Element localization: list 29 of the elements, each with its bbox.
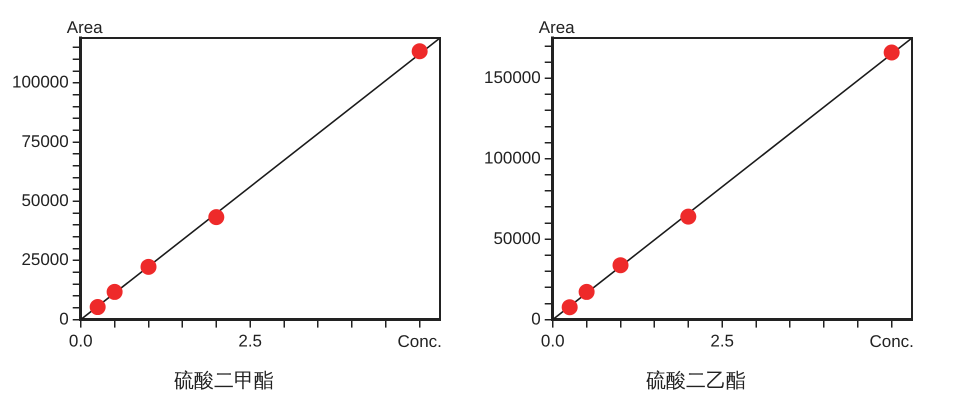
y-tick-label: 50000 [493, 228, 541, 248]
y-tick-label: 100000 [12, 72, 69, 92]
point [680, 208, 696, 225]
y-tick-label: 0 [531, 309, 541, 328]
y-tick-label: 75000 [21, 132, 69, 151]
y-tick-label: 0 [59, 309, 69, 328]
point [208, 209, 224, 226]
x-tick-label: 0.0 [68, 331, 93, 350]
text: 硫酸二乙酯 [646, 368, 746, 392]
point [578, 284, 595, 300]
point [140, 258, 157, 275]
y-axis-title: Area [66, 18, 104, 38]
point [612, 257, 629, 274]
y-tick-label: 25000 [21, 250, 69, 270]
point [884, 44, 900, 60]
y-tick-label: 100000 [484, 148, 541, 168]
x-tick-label: 0.0 [540, 331, 565, 350]
y-tick-label: 50000 [21, 190, 69, 210]
x-tick-label: 2.5 [238, 331, 262, 350]
x-tick-label: 2.5 [710, 331, 734, 350]
point [412, 43, 428, 60]
x-axis-title: Conc. [869, 332, 914, 351]
y-tick-label: 150000 [484, 68, 541, 87]
point [90, 299, 106, 316]
x-axis-title: Conc. [397, 332, 442, 351]
y-axis-title: Area [538, 18, 576, 38]
point [562, 299, 578, 316]
text: 硫酸二甲酯 [174, 368, 274, 392]
point [106, 284, 123, 300]
